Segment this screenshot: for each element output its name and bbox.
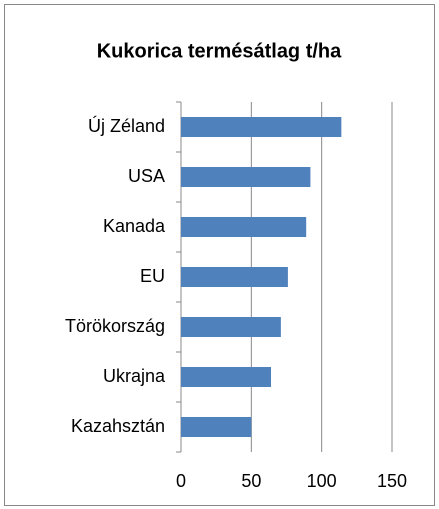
y-tick-label: USA [128,166,165,186]
chart-title: Kukorica termésátlag t/ha [97,40,342,62]
bar [181,217,307,237]
y-tick-label: Kazahsztán [71,416,165,436]
y-tick-label: Kanada [103,216,166,236]
x-tick-label: 150 [377,471,407,491]
bar [181,367,272,387]
bar [181,317,281,337]
x-tick-label: 100 [307,471,337,491]
y-tick-label: Törökország [65,316,165,336]
bar [181,117,342,137]
bar [181,167,311,187]
x-tick-label: 50 [241,471,261,491]
y-tick-label: Ukrajna [103,366,166,386]
y-tick-label: EU [140,266,165,286]
y-tick-label: Új Zéland [88,115,165,136]
x-tick-label: 0 [176,471,186,491]
bar [181,417,252,437]
bar [181,267,288,287]
